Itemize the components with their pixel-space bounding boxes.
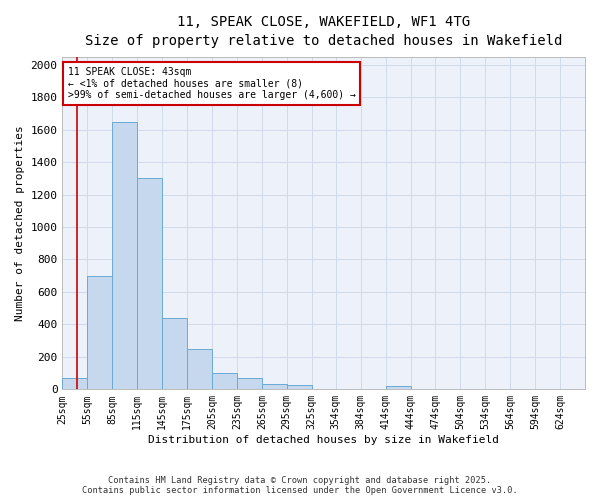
Title: 11, SPEAK CLOSE, WAKEFIELD, WF1 4TG
Size of property relative to detached houses: 11, SPEAK CLOSE, WAKEFIELD, WF1 4TG Size… (85, 15, 562, 48)
X-axis label: Distribution of detached houses by size in Wakefield: Distribution of detached houses by size … (148, 435, 499, 445)
Bar (88, 276, 112, 390)
Bar (212, 373, 237, 390)
Bar (287, 386, 311, 390)
Bar (187, 349, 212, 390)
Bar (112, 122, 137, 390)
Bar (137, 178, 162, 390)
Bar (386, 386, 410, 390)
Bar (262, 384, 287, 390)
Y-axis label: Number of detached properties: Number of detached properties (15, 125, 25, 321)
Bar (237, 378, 262, 390)
Text: 11 SPEAK CLOSE: 43sqm
← <1% of detached houses are smaller (8)
>99% of semi-deta: 11 SPEAK CLOSE: 43sqm ← <1% of detached … (68, 66, 356, 100)
Text: Contains HM Land Registry data © Crown copyright and database right 2025.
Contai: Contains HM Land Registry data © Crown c… (82, 476, 518, 495)
Bar (62, 378, 88, 390)
Bar (162, 318, 187, 390)
